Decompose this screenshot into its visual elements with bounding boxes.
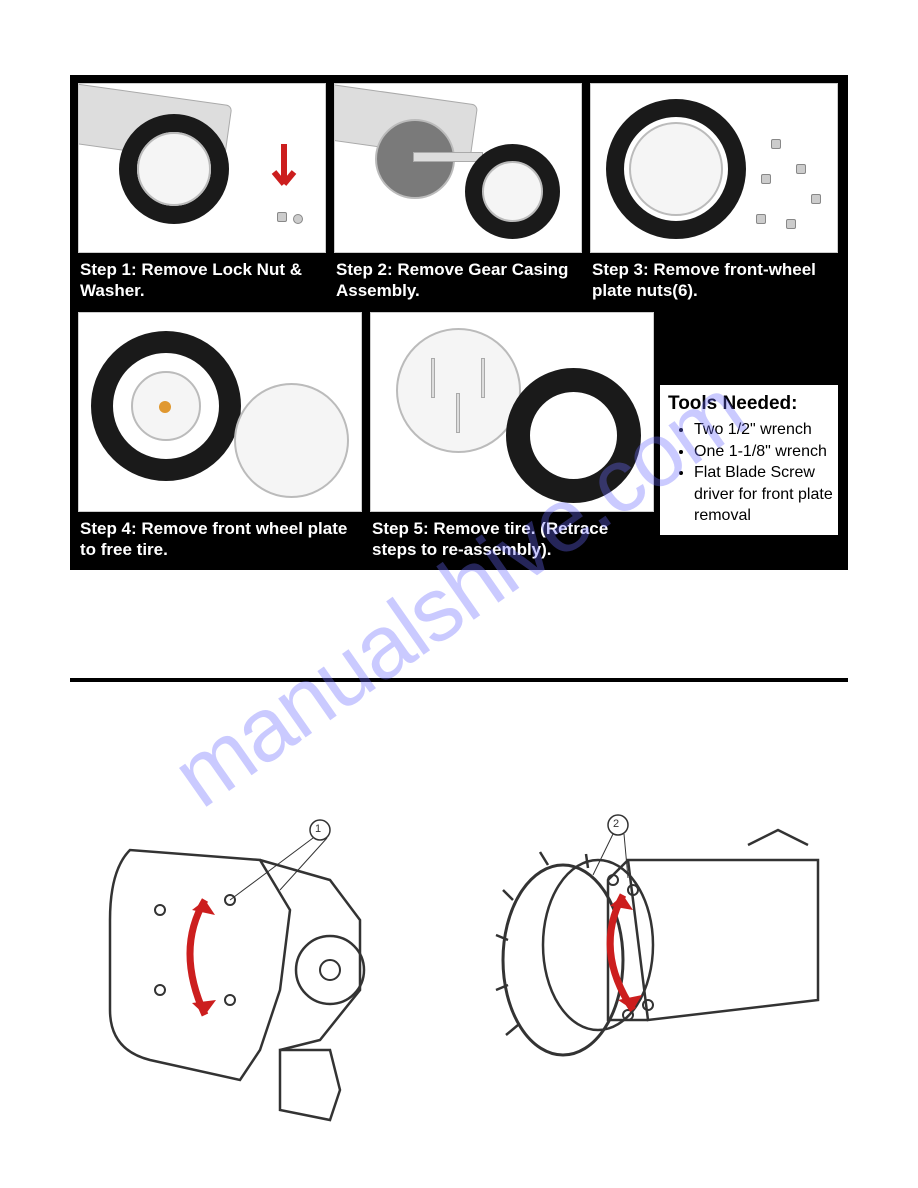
step-5-image — [370, 312, 654, 512]
tools-needed-block: Tools Needed: Two 1/2" wrench One 1-1/8"… — [660, 385, 838, 535]
wheel-assembly-figure-icon — [478, 790, 848, 1130]
tools-list: Two 1/2" wrench One 1-1/8" wrench Flat B… — [668, 419, 834, 527]
steps-panel: Step 1: Remove Lock Nut & Washer. Step 2… — [70, 75, 848, 570]
step-2-cell: Step 2: Remove Gear Casing Assembly. — [334, 83, 582, 304]
callout-2-label: 2 — [613, 818, 619, 830]
lower-figures: 1 2 — [70, 790, 848, 1150]
callout-1-label: 1 — [315, 823, 321, 835]
section-divider — [70, 678, 848, 682]
tools-item: Flat Blade Screw driver for front plate … — [694, 462, 834, 527]
step-1-image — [78, 83, 326, 253]
bracket-figure-icon — [70, 790, 440, 1130]
step-3-image — [590, 83, 838, 253]
step-2-caption: Step 2: Remove Gear Casing Assembly. — [334, 253, 582, 304]
step-1-cell: Step 1: Remove Lock Nut & Washer. — [78, 83, 326, 304]
step-4-image — [78, 312, 362, 512]
steps-row-1: Step 1: Remove Lock Nut & Washer. Step 2… — [78, 83, 840, 304]
step-2-image — [334, 83, 582, 253]
step-4-cell: Step 4: Remove front wheel plate to free… — [78, 312, 362, 563]
tools-item: One 1-1/8" wrench — [694, 441, 834, 463]
lower-figure-right: 2 — [478, 790, 848, 1130]
step-5-caption: Step 5: Remove tire. (Retrace steps to r… — [370, 512, 654, 563]
step-3-caption: Step 3: Remove front-wheel plate nuts(6)… — [590, 253, 838, 304]
tools-item: Two 1/2" wrench — [694, 419, 834, 441]
lower-figure-left: 1 — [70, 790, 440, 1130]
step-4-caption: Step 4: Remove front wheel plate to free… — [78, 512, 362, 563]
step-5-cell: Step 5: Remove tire. (Retrace steps to r… — [370, 312, 654, 563]
step-1-caption: Step 1: Remove Lock Nut & Washer. — [78, 253, 326, 304]
down-arrow-icon — [269, 144, 299, 204]
tools-title: Tools Needed: — [668, 393, 834, 415]
step-3-cell: Step 3: Remove front-wheel plate nuts(6)… — [590, 83, 838, 304]
